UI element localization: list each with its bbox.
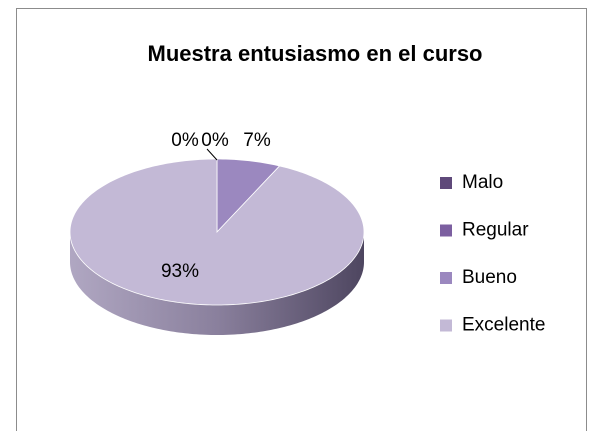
legend-swatch xyxy=(440,272,452,284)
data-label: 0% xyxy=(171,130,199,151)
slice xyxy=(69,158,365,306)
leader-line xyxy=(206,148,218,161)
legend-swatch xyxy=(440,319,452,332)
legend-swatch xyxy=(440,177,452,189)
data-label: 7% xyxy=(243,130,271,151)
legend-label: Excelente xyxy=(462,315,545,336)
data-label: 0% xyxy=(201,130,229,151)
legend-label: Regular xyxy=(462,220,529,241)
legend-label: Bueno xyxy=(462,267,517,288)
legend-swatch xyxy=(440,224,452,237)
slice xyxy=(216,158,281,234)
slice-side xyxy=(70,232,364,335)
legend-label: Malo xyxy=(462,172,503,193)
chart-title: Muestra entusiasmo en el curso xyxy=(148,41,483,66)
data-label: 93% xyxy=(161,261,199,282)
